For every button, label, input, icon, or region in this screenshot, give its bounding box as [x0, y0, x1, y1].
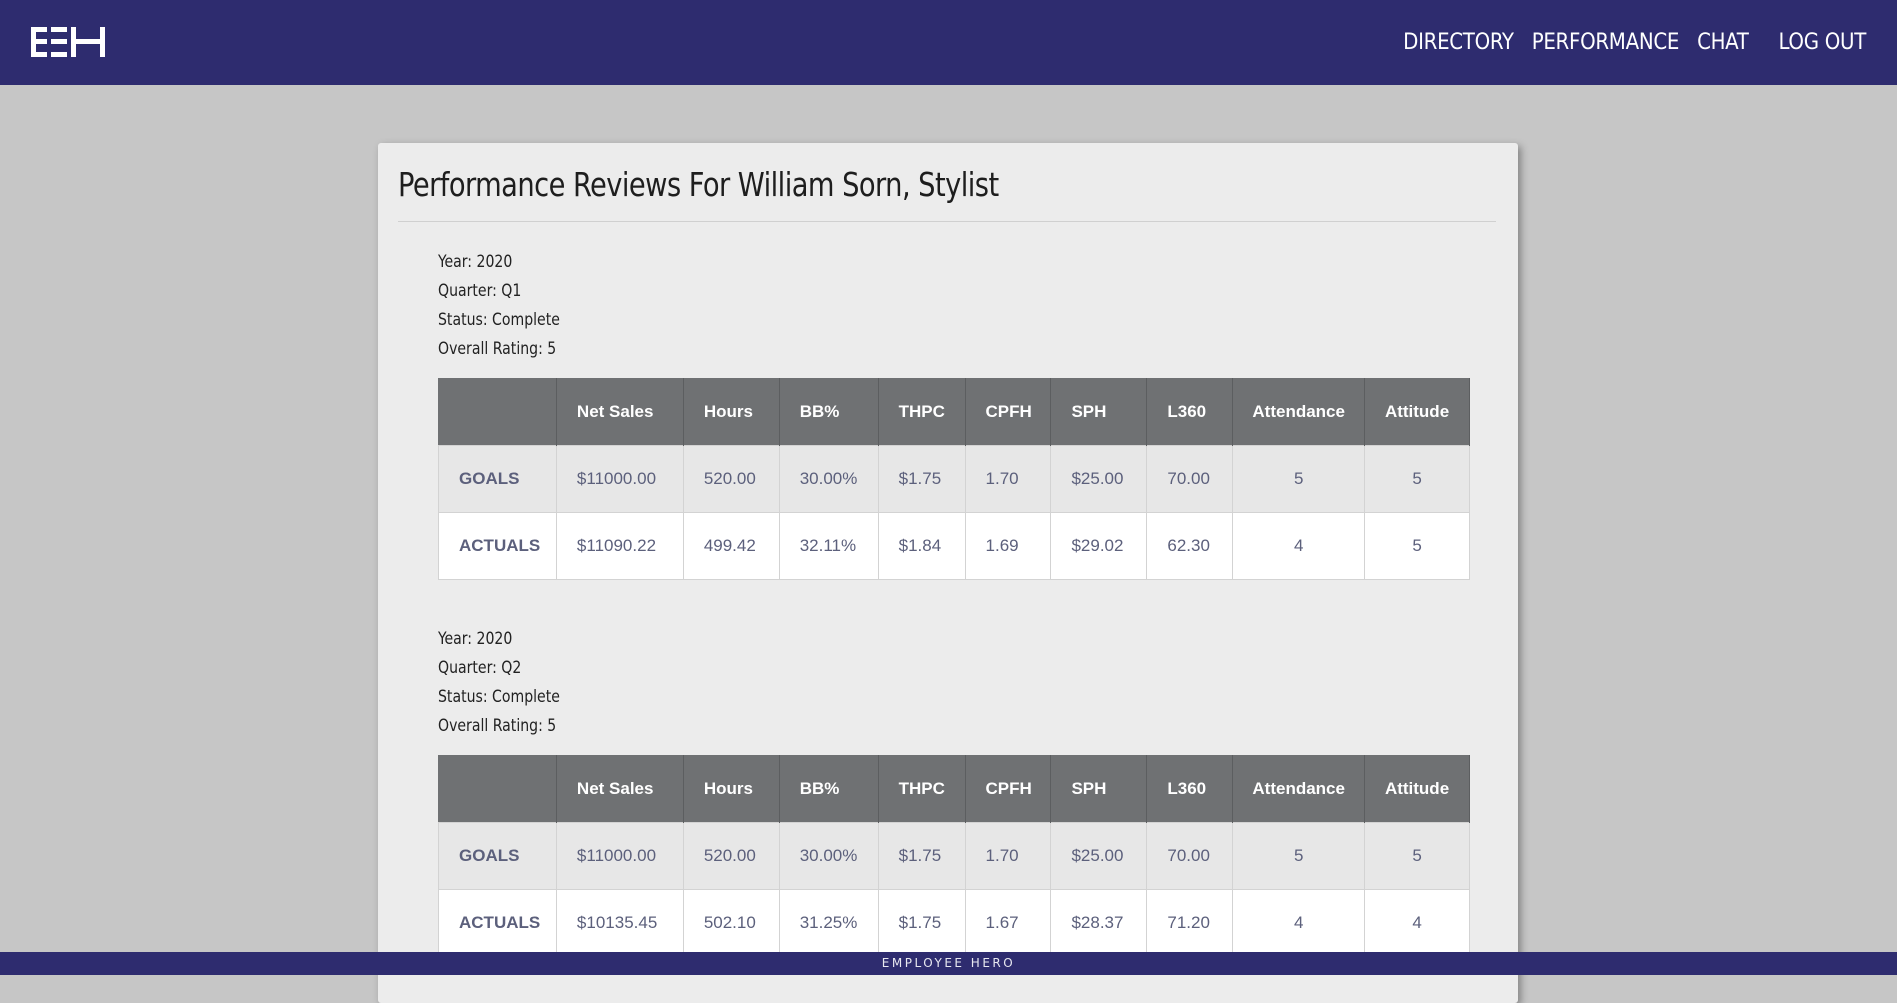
review-quarter: Quarter: Q1	[438, 281, 522, 301]
nav-performance-link[interactable]: PERFORMANCE	[1531, 30, 1680, 55]
table-cell: $11090.22	[555, 512, 684, 580]
header-cell: BB%	[779, 755, 879, 823]
table-cell: 5	[1364, 445, 1470, 513]
table-cell: $1.84	[877, 512, 966, 580]
goals-row: GOALS $11000.00 520.00 30.00% $1.75 1.70…	[438, 445, 1470, 513]
review-year: Year: 2020	[438, 629, 513, 649]
table-cell: $25.00	[1050, 822, 1148, 890]
table-cell: 502.10	[682, 889, 780, 957]
review-status: Status: Complete	[438, 687, 560, 707]
table-cell: $1.75	[877, 822, 966, 890]
header-cell: Net Sales	[556, 378, 684, 446]
table-cell: 32.11%	[778, 512, 879, 580]
table-cell: 31.25%	[778, 889, 879, 957]
page-title: Performance Reviews For William Sorn, St…	[398, 165, 999, 204]
header-cell: L360	[1146, 378, 1234, 446]
table-cell: 62.30	[1146, 512, 1234, 580]
footer-brand-text: EMPLOYEE HERO	[881, 956, 1016, 970]
header-cell: THPC	[878, 378, 966, 446]
table-cell: 1.69	[964, 512, 1052, 580]
header-cell: THPC	[878, 755, 966, 823]
review-meta: Year: 2020 Quarter: Q1 Status: Complete …	[438, 248, 1470, 364]
review-table: Net Sales Hours BB% THPC CPFH SPH L360 A…	[438, 378, 1470, 580]
review-block-q2: Year: 2020 Quarter: Q2 Status: Complete …	[438, 625, 1470, 957]
nav-chat-link[interactable]: CHAT	[1697, 30, 1749, 55]
table-cell: 30.00%	[778, 822, 879, 890]
table-cell: 4	[1364, 889, 1470, 957]
review-status: Status: Complete	[438, 310, 560, 330]
table-cell: 4	[1232, 512, 1366, 580]
table-cell: $10135.45	[555, 889, 684, 957]
table-cell: $1.75	[877, 889, 966, 957]
table-cell: 1.67	[964, 889, 1052, 957]
nav-directory-link[interactable]: DIRECTORY	[1403, 30, 1514, 55]
table-cell: 5	[1364, 512, 1470, 580]
main-nav: DIRECTORY PERFORMANCE CHAT LOG OUT	[1385, 0, 1866, 85]
top-navbar: DIRECTORY PERFORMANCE CHAT LOG OUT	[0, 0, 1897, 85]
logo-icon[interactable]	[31, 27, 105, 57]
table-cell: 5	[1232, 445, 1366, 513]
table-cell: 499.42	[682, 512, 780, 580]
table-cell: 70.00	[1146, 445, 1234, 513]
table-header-row: Net Sales Hours BB% THPC CPFH SPH L360 A…	[438, 755, 1470, 823]
table-cell: 520.00	[682, 445, 780, 513]
table-cell: $11000.00	[555, 822, 684, 890]
review-quarter: Quarter: Q2	[438, 658, 522, 678]
header-cell	[438, 378, 557, 446]
review-year: Year: 2020	[438, 252, 513, 272]
header-cell	[438, 755, 557, 823]
review-overall-rating: Overall Rating: 5	[438, 339, 557, 359]
header-cell: Hours	[683, 378, 780, 446]
header-cell: Attitude	[1364, 755, 1470, 823]
row-label: GOALS	[438, 822, 557, 890]
table-cell: 70.00	[1146, 822, 1234, 890]
header-cell: Attendance	[1232, 755, 1366, 823]
table-cell: 4	[1232, 889, 1366, 957]
nav-logout-link[interactable]: LOG OUT	[1778, 30, 1867, 55]
title-divider	[398, 221, 1496, 222]
table-cell: $1.75	[877, 445, 966, 513]
footer-bar: EMPLOYEE HERO	[0, 952, 1897, 975]
header-cell: CPFH	[965, 755, 1052, 823]
goals-row: GOALS $11000.00 520.00 30.00% $1.75 1.70…	[438, 822, 1470, 890]
actuals-row: ACTUALS $10135.45 502.10 31.25% $1.75 1.…	[438, 889, 1470, 957]
table-cell: 5	[1232, 822, 1366, 890]
header-cell: BB%	[779, 378, 879, 446]
header-cell: Attendance	[1232, 378, 1366, 446]
table-cell: 5	[1364, 822, 1470, 890]
table-cell: 520.00	[682, 822, 780, 890]
table-cell: $25.00	[1050, 445, 1148, 513]
review-table: Net Sales Hours BB% THPC CPFH SPH L360 A…	[438, 755, 1470, 957]
header-cell: Attitude	[1364, 378, 1470, 446]
header-cell: SPH	[1050, 755, 1148, 823]
review-meta: Year: 2020 Quarter: Q2 Status: Complete …	[438, 625, 1470, 741]
table-cell: $28.37	[1050, 889, 1148, 957]
performance-card: Performance Reviews For William Sorn, St…	[378, 143, 1518, 1003]
row-label: ACTUALS	[438, 889, 557, 957]
header-cell: Net Sales	[556, 755, 684, 823]
table-header-row: Net Sales Hours BB% THPC CPFH SPH L360 A…	[438, 378, 1470, 446]
row-label: ACTUALS	[438, 512, 557, 580]
header-cell: L360	[1146, 755, 1234, 823]
row-label: GOALS	[438, 445, 557, 513]
table-cell: 71.20	[1146, 889, 1234, 957]
header-cell: Hours	[683, 755, 780, 823]
header-cell: CPFH	[965, 378, 1052, 446]
table-cell: 30.00%	[778, 445, 879, 513]
review-overall-rating: Overall Rating: 5	[438, 716, 557, 736]
review-block-q1: Year: 2020 Quarter: Q1 Status: Complete …	[438, 248, 1470, 580]
header-cell: SPH	[1050, 378, 1148, 446]
table-cell: 1.70	[964, 822, 1052, 890]
table-cell: $29.02	[1050, 512, 1148, 580]
actuals-row: ACTUALS $11090.22 499.42 32.11% $1.84 1.…	[438, 512, 1470, 580]
table-cell: 1.70	[964, 445, 1052, 513]
table-cell: $11000.00	[555, 445, 684, 513]
